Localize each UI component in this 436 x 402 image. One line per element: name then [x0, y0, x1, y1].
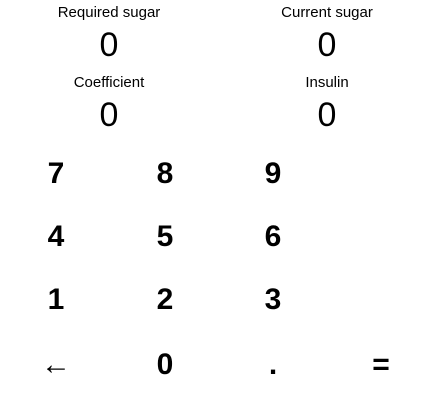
current-sugar-field: Current sugar 0 — [218, 4, 436, 65]
key-7[interactable]: 7 — [47, 157, 65, 190]
backspace-key[interactable]: ← — [41, 348, 71, 381]
required-sugar-value[interactable]: 0 — [99, 26, 119, 64]
insulin-value: 0 — [317, 96, 337, 134]
current-sugar-label: Current sugar — [281, 4, 373, 21]
key-8[interactable]: 8 — [156, 157, 174, 190]
current-sugar-value[interactable]: 0 — [317, 26, 337, 64]
insulin-field: Insulin 0 — [218, 74, 436, 135]
decimal-point-key[interactable]: . — [268, 348, 278, 381]
keypad: 7 8 9 4 5 6 1 2 3 ← 0 . = — [2, 142, 436, 402]
key-2[interactable]: 2 — [156, 283, 174, 316]
key-5[interactable]: 5 — [156, 220, 174, 253]
required-sugar-field: Required sugar 0 — [0, 4, 218, 65]
coefficient-value[interactable]: 0 — [99, 96, 119, 134]
required-sugar-label: Required sugar — [57, 4, 161, 21]
coefficient-label: Coefficient — [73, 74, 145, 91]
key-1[interactable]: 1 — [47, 283, 65, 316]
key-3[interactable]: 3 — [264, 283, 282, 316]
insulin-label: Insulin — [305, 74, 349, 91]
key-9[interactable]: 9 — [264, 157, 282, 190]
key-4[interactable]: 4 — [47, 220, 65, 253]
coefficient-field: Coefficient 0 — [0, 74, 218, 135]
key-6[interactable]: 6 — [264, 220, 282, 253]
equals-key[interactable]: = — [372, 348, 390, 381]
key-0[interactable]: 0 — [156, 348, 174, 381]
